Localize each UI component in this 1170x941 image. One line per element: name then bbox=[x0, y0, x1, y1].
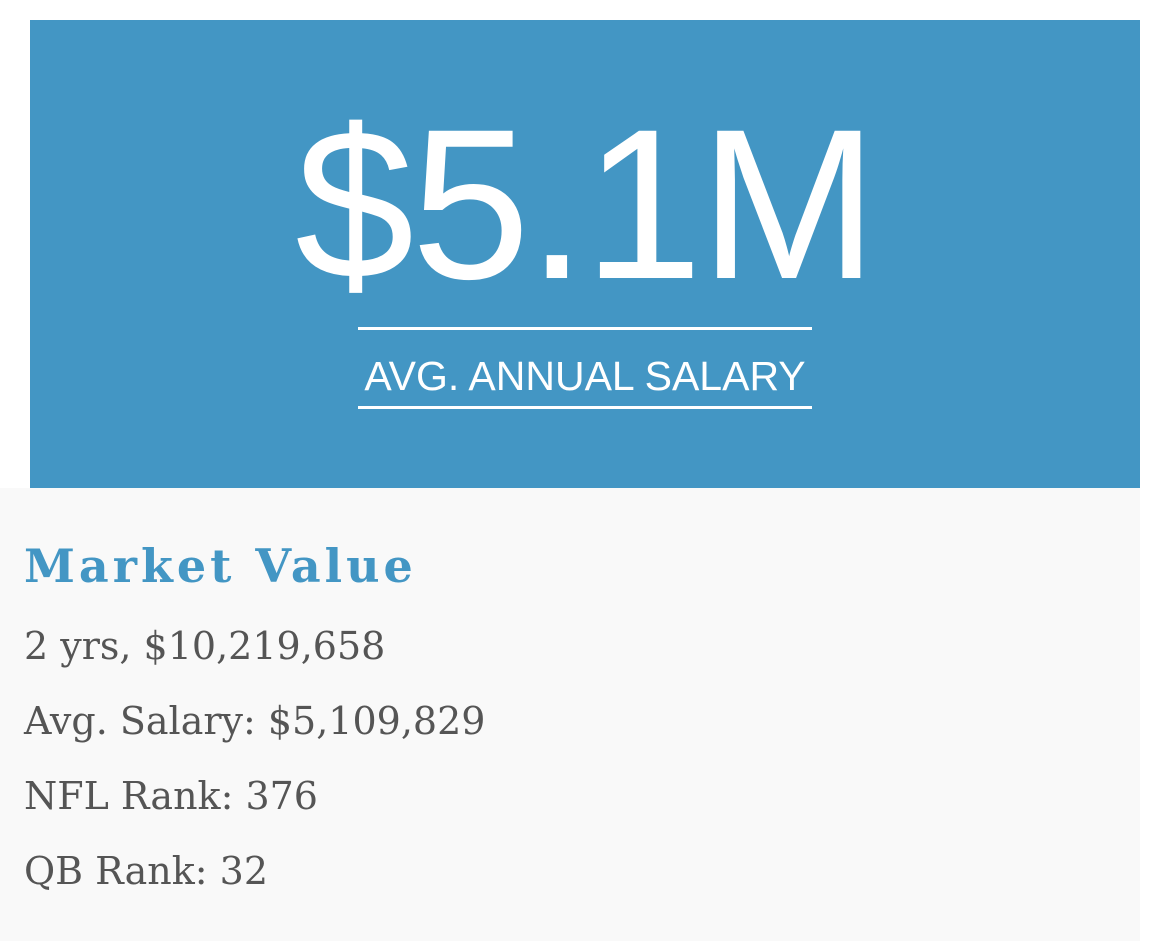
average-salary-value: $5.1M bbox=[295, 85, 878, 324]
salary-hero-panel: $5.1M AVG. ANNUAL SALARY bbox=[30, 20, 1140, 488]
average-salary-label: AVG. ANNUAL SALARY bbox=[364, 353, 806, 399]
label-bottom-rule bbox=[358, 406, 812, 409]
qb-rank: QB Rank: 32 bbox=[24, 849, 269, 893]
nfl-rank: NFL Rank: 376 bbox=[24, 774, 318, 818]
market-value-heading: Market Value bbox=[24, 539, 417, 593]
market-value-panel: Market Value 2 yrs, $10,219,658 Avg. Sal… bbox=[0, 488, 1140, 941]
contract-summary: 2 yrs, $10,219,658 bbox=[24, 624, 386, 668]
average-salary-detail: Avg. Salary: $5,109,829 bbox=[24, 699, 486, 743]
label-top-rule bbox=[358, 327, 812, 330]
